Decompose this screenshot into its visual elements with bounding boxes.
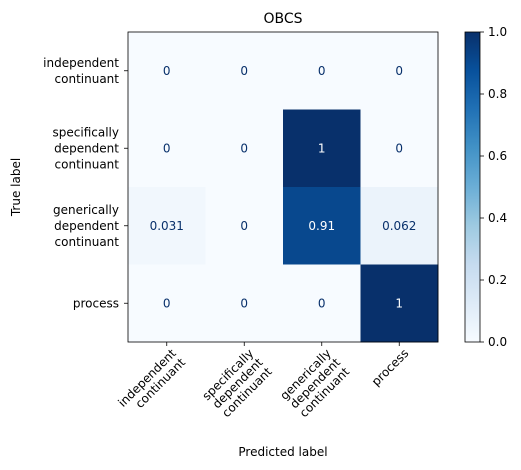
x-axis-ticks: independentcontinuant specificallydepende… bbox=[115, 342, 412, 421]
heatmap-cell-r3-c2 bbox=[283, 264, 361, 343]
cell-label-r1-c1: 0 bbox=[240, 141, 248, 155]
heatmap-cell-r2-c0 bbox=[128, 187, 206, 265]
y-tick-label-2: generically dependent continuant bbox=[53, 203, 119, 249]
cell-value-labels: 0 0 0 0 0 0 1 0 0.031 0 0.91 0.062 0 0 0 1 bbox=[150, 64, 417, 311]
x-tick-label-2: genericallydependentcontinuant bbox=[277, 346, 352, 421]
heatmap-cell-r3-c3 bbox=[360, 264, 439, 343]
heatmap-cell-r2-c1 bbox=[205, 187, 284, 265]
chart-title: OBCS bbox=[263, 11, 302, 27]
x-axis-label: Predicted label bbox=[238, 445, 327, 459]
colorbar-tick-label-1: 0.2 bbox=[488, 273, 507, 287]
cell-label-r2-c2: 0.91 bbox=[308, 219, 335, 233]
colorbar-tick-label-0: 0.0 bbox=[488, 335, 507, 349]
heatmap-cell-r1-c2 bbox=[283, 109, 361, 188]
x-tick-label-0: independentcontinuant bbox=[115, 346, 188, 419]
colorbar bbox=[464, 31, 481, 343]
cell-label-r2-c1: 0 bbox=[240, 219, 248, 233]
cell-label-r3-c0: 0 bbox=[163, 296, 171, 310]
colorbar-tick-label-2: 0.4 bbox=[488, 211, 507, 225]
cell-label-r2-c3: 0.062 bbox=[382, 219, 416, 233]
heatmap-cell-r1-c1 bbox=[205, 109, 284, 188]
x-tick-label-3: process bbox=[369, 346, 412, 389]
heatmap-cell-r0-c1 bbox=[205, 32, 284, 110]
cell-label-r3-c1: 0 bbox=[240, 296, 248, 310]
cell-label-r1-c3: 0 bbox=[395, 141, 403, 155]
heatmap-cell-r0-c2 bbox=[283, 32, 361, 110]
heatmap-cell-r2-c2 bbox=[283, 187, 361, 265]
heatmap-cell-r1-c0 bbox=[128, 109, 206, 188]
heatmap-cell-r0-c3 bbox=[360, 32, 439, 110]
heatmap-cells bbox=[128, 32, 439, 343]
cell-label-r3-c2: 0 bbox=[318, 296, 326, 310]
cell-label-r1-c0: 0 bbox=[163, 141, 171, 155]
x-tick-label-1: specificallydependentcontinuant bbox=[199, 346, 274, 421]
plot-frame bbox=[127, 31, 439, 343]
cell-label-r2-c0: 0.031 bbox=[150, 219, 184, 233]
heatmap-cell-r2-c3 bbox=[360, 187, 439, 265]
heatmap-cell-r3-c0 bbox=[128, 264, 206, 343]
colorbar-ticks: 0.0 0.2 0.4 0.6 0.8 1.0 bbox=[480, 25, 507, 349]
cell-label-r1-c2: 1 bbox=[318, 141, 326, 155]
y-axis-ticks: independent continuant specifically depende… bbox=[43, 56, 128, 310]
heatmap-cell-r3-c1 bbox=[205, 264, 284, 343]
colorbar-tick-label-5: 1.0 bbox=[488, 25, 507, 39]
heatmap-cell-r1-c3 bbox=[360, 109, 439, 188]
cell-label-r0-c0: 0 bbox=[163, 64, 171, 78]
heatmap-cell-r0-c0 bbox=[128, 32, 206, 110]
y-tick-label-0: independent continuant bbox=[43, 56, 119, 86]
y-tick-label-1: specifically dependent continuant bbox=[53, 125, 120, 171]
colorbar-tick-label-3: 0.6 bbox=[488, 149, 507, 163]
cell-label-r0-c3: 0 bbox=[395, 64, 403, 78]
y-tick-label-3: process bbox=[73, 296, 119, 310]
colorbar-tick-label-4: 0.8 bbox=[488, 87, 507, 101]
cell-label-r0-c2: 0 bbox=[318, 64, 326, 78]
cell-label-r3-c3: 1 bbox=[395, 296, 403, 310]
y-axis-label: True label bbox=[9, 158, 23, 217]
cell-label-r0-c1: 0 bbox=[240, 64, 248, 78]
